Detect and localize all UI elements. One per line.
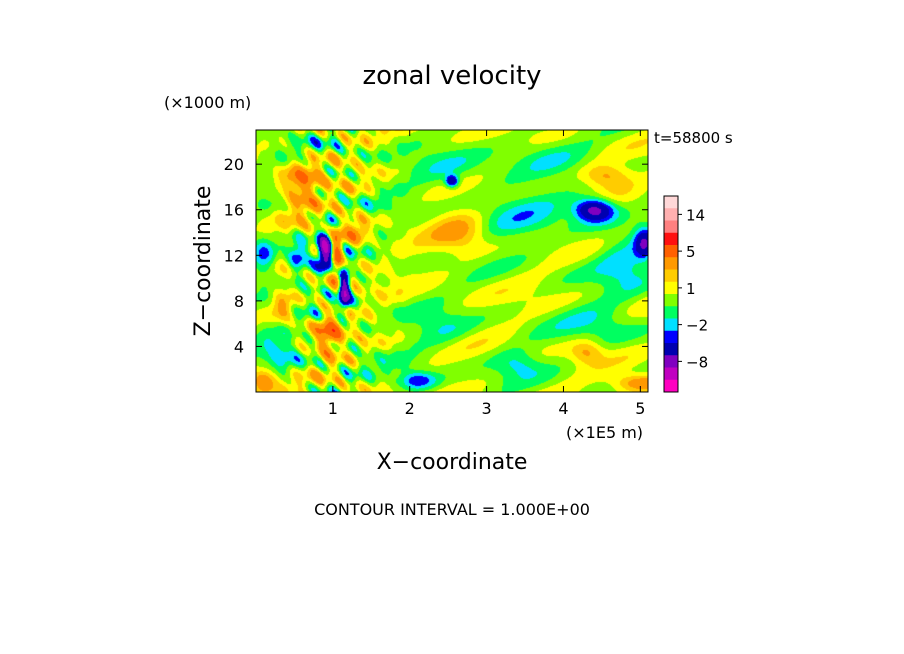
colorbar-swatch: [664, 330, 678, 344]
heatmap-field: [256, 130, 648, 392]
colorbar-swatch: [664, 355, 678, 368]
colorbar: 14 5 1 −2 −8: [663, 195, 708, 393]
colorbar-label: −2: [686, 317, 708, 335]
colorbar-label: −8: [686, 353, 708, 371]
x-tick-label: 5: [635, 399, 645, 418]
colorbar-swatch: [664, 232, 678, 246]
x-tick-label: 1: [328, 399, 338, 418]
x-axis-label: X−coordinate: [377, 450, 528, 475]
colorbar-swatch: [664, 220, 678, 234]
chart-title: zonal velocity: [362, 61, 541, 91]
y-unit-label: (×1000 m): [164, 93, 251, 112]
time-label: t=58800 s: [654, 129, 733, 147]
colorbar-swatch: [664, 306, 678, 319]
colorbar-swatch: [664, 245, 678, 258]
contour-interval-text: CONTOUR INTERVAL = 1.000E+00: [314, 500, 590, 519]
colorbar-swatch: [664, 318, 678, 332]
colorbar-swatch: [664, 367, 678, 381]
colorbar-swatch: [664, 196, 678, 209]
y-axis: 4 8 12 16 20: [224, 155, 648, 356]
colorbar-label: 14: [686, 206, 705, 224]
colorbar-swatch: [664, 208, 678, 221]
x-tick-label: 2: [405, 399, 415, 418]
colorbar-label: 5: [686, 243, 696, 261]
y-tick-label: 8: [234, 292, 244, 311]
y-axis-label: Z−coordinate: [191, 186, 216, 337]
colorbar-frame: [663, 195, 679, 393]
y-tick-label: 20: [224, 155, 244, 174]
colorbar-swatch: [664, 257, 678, 270]
y-tick-label: 12: [224, 246, 244, 265]
colorbar-swatch: [664, 281, 678, 295]
colorbar-label: 1: [686, 280, 696, 298]
colorbar-swatch: [664, 294, 678, 307]
x-axis: 1 2 3 4 5: [328, 130, 645, 418]
colorbar-swatch: [664, 379, 678, 393]
y-tick-label: 4: [234, 337, 244, 356]
colorbar-swatch: [664, 343, 678, 356]
colorbar-swatch: [664, 269, 678, 283]
x-unit-label: (×1E5 m): [566, 423, 643, 442]
y-tick-label: 16: [224, 201, 244, 220]
plot-frame: [255, 129, 649, 393]
x-tick-label: 4: [558, 399, 568, 418]
heatmap-image: [256, 130, 648, 392]
x-tick-label: 3: [481, 399, 491, 418]
